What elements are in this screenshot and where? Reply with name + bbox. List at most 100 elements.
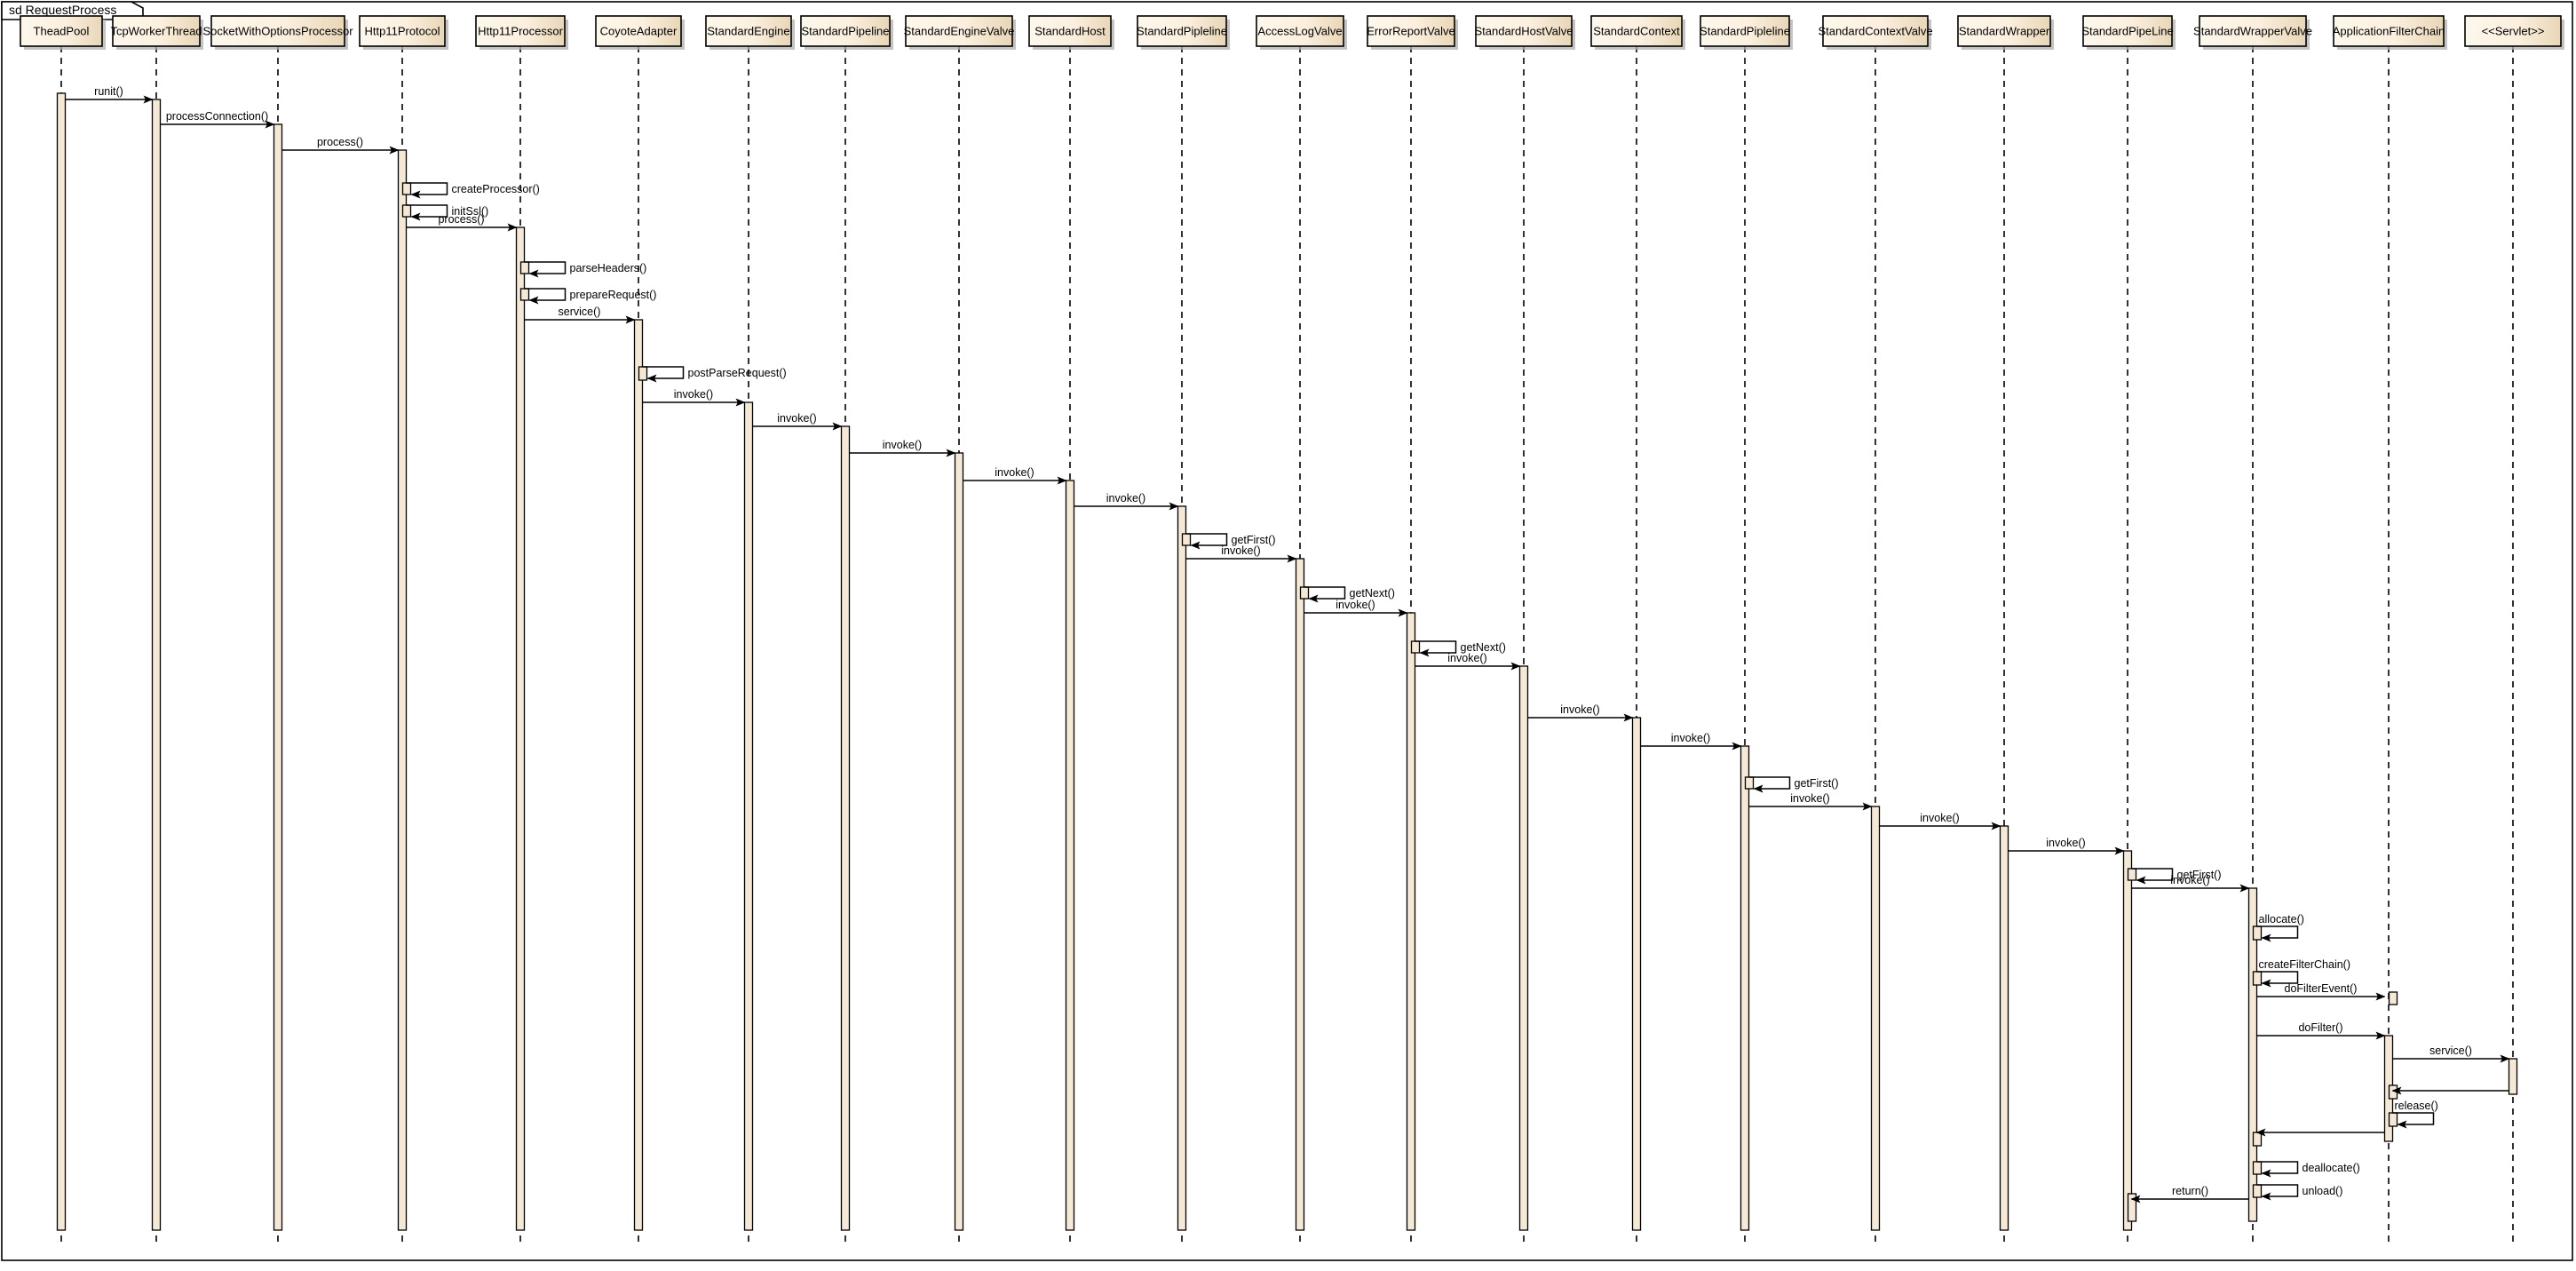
- message-label: process(): [438, 213, 484, 226]
- message-invoke-25: invoke(): [1879, 812, 2001, 830]
- lifeline-box-errorreportvalve[interactable]: [1367, 15, 1455, 47]
- message-label: getNext(): [1350, 587, 1395, 600]
- message-process-5: process(): [406, 213, 518, 232]
- message-label: getFirst(): [1795, 777, 1839, 790]
- lifeline-box-http11processor[interactable]: [475, 15, 566, 47]
- lifeline-label-standardpipleline2: StandardPipleline: [1137, 24, 1227, 37]
- lifeline-box-standardpipeline1[interactable]: [800, 15, 891, 47]
- activation-bar-coyoteadapter: [633, 319, 644, 1231]
- lifeline-box-standardpipleline2[interactable]: [1137, 15, 1227, 47]
- lifeline-box-socketwithoptions[interactable]: [210, 15, 345, 47]
- message-label: invoke(): [2170, 874, 2209, 886]
- activation-bar-applicationfilterchain: [2388, 1112, 2398, 1127]
- self-message-line: [642, 366, 685, 383]
- message-invoke-16: invoke(): [1185, 544, 1297, 563]
- message-invoke-24: invoke(): [1748, 792, 1873, 811]
- message-label: invoke(): [1671, 732, 1710, 744]
- lifeline-label-tcpworkerthread: TcpWorkerThread: [110, 24, 202, 37]
- frame-label: sd RequestProcess: [9, 3, 116, 17]
- message-label: doFilterEvent(): [2285, 982, 2358, 995]
- activation-bar-applicationfilterchain: [2388, 1084, 2398, 1100]
- message-label: getFirst(): [2177, 869, 2222, 881]
- activation-bar-errorreportvalve: [1406, 612, 1416, 1231]
- message-label: service(): [2429, 1045, 2472, 1057]
- lifeline-label-servlet: <<Servlet>>: [2482, 24, 2545, 37]
- message-parseheaders-6: parseHeaders(): [524, 261, 647, 278]
- activation-bar-coyoteadapter: [638, 366, 648, 381]
- activation-bar-standardhost: [1065, 480, 1075, 1231]
- lifeline-label-standardwrappervalve: StandardWrapperValve: [2193, 24, 2312, 37]
- activation-bar-standardpipleline3: [1744, 776, 1755, 790]
- lifeline-label-standardwrapper: StandardWrapper: [1959, 24, 2050, 37]
- activation-bar-standardwrapper: [1999, 825, 2009, 1231]
- lifeline-headers-layer: TheadPool TcpWorkerThread SocketWithOption…: [20, 15, 2564, 50]
- activation-bar-errorreportvalve: [1410, 640, 1421, 654]
- lifeline-box-standardhostvalve[interactable]: [1475, 15, 1573, 47]
- message-createprocessor-3: createProcessor(): [406, 182, 540, 199]
- message-label: doFilter(): [2298, 1021, 2342, 1034]
- activation-bar-http11protocol: [401, 204, 412, 218]
- message-getfirst-15: getFirst(): [1185, 533, 1276, 550]
- activation-bar-standardwrappervalve: [2247, 887, 2258, 1222]
- message-label: invoke(): [777, 412, 816, 425]
- activation-bar-http11protocol: [401, 182, 412, 195]
- activations-layer: [56, 92, 2518, 1231]
- lifeline-box-standardwrappervalve[interactable]: [2199, 15, 2307, 47]
- lifeline-box-standardcontext[interactable]: [1590, 15, 1683, 47]
- lifeline-box-standardcontextvalve[interactable]: [1822, 15, 1929, 47]
- message-label: invoke(): [2046, 837, 2085, 849]
- lifeline-box-standardhost[interactable]: [1028, 15, 1112, 47]
- lifeline-label-http11processor: Http11Processor: [478, 24, 564, 37]
- message-label: unload(): [2303, 1185, 2343, 1197]
- activation-bar-standardpipeline4: [2127, 868, 2137, 881]
- message-invoke-14: invoke(): [1074, 492, 1179, 511]
- self-message-line: [1415, 640, 1457, 657]
- message-label: invoke(): [674, 388, 713, 401]
- lifeline-box-servlet[interactable]: [2464, 15, 2562, 47]
- lifelines-layer: [60, 46, 2514, 1243]
- lifeline-box-threadpool[interactable]: [20, 15, 103, 47]
- messages-layer: runit() processConnection() process() creat…: [65, 85, 2510, 1203]
- message-getnext-17: getNext(): [1304, 586, 1395, 603]
- activation-bar-threadpool: [56, 92, 67, 1231]
- lifeline-box-standardwrapper[interactable]: [1957, 15, 2051, 47]
- lifeline-label-standardenginevalve: StandardEngineValve: [904, 24, 1015, 37]
- lifeline-box-tcpworkerthread[interactable]: [112, 15, 201, 47]
- message-label: release(): [2395, 1100, 2438, 1112]
- lifeline-box-standardpipeline4[interactable]: [2082, 15, 2173, 47]
- frame-tab: [1, 1, 144, 20]
- activation-bar-standardpipleline3: [1740, 745, 1750, 1231]
- activation-bar-standardpipleline2: [1181, 533, 1192, 546]
- activation-bar-standardhostvalve: [1518, 665, 1529, 1231]
- lifeline-label-standardhostvalve: StandardHostValve: [1474, 24, 1573, 37]
- activation-bar-standardpipeline4: [2127, 1193, 2137, 1222]
- lifeline-box-coyoteadapter[interactable]: [595, 15, 682, 47]
- message-label: invoke(): [1790, 792, 1829, 805]
- lifeline-box-applicationfilterchain[interactable]: [2333, 15, 2445, 47]
- message-invoke-26: invoke(): [2008, 837, 2125, 855]
- activation-bar-http11processor: [515, 226, 526, 1231]
- message-runit-0: runit(): [65, 85, 154, 104]
- message-label: parseHeaders(): [570, 262, 647, 274]
- lifeline-box-http11protocol[interactable]: [359, 15, 446, 47]
- lifeline-label-errorreportvalve: ErrorReportValve: [1367, 24, 1454, 37]
- message-label: invoke(): [883, 439, 922, 451]
- message-preparerequest-7: prepareRequest(): [524, 288, 656, 305]
- message-return-39: return(): [2130, 1185, 2249, 1203]
- self-message-line: [406, 182, 448, 199]
- message-service-8: service(): [524, 306, 636, 324]
- lifeline-box-standardenginevalve[interactable]: [905, 15, 1013, 47]
- message-invoke-28: invoke(): [2131, 874, 2250, 893]
- message-invoke-11: invoke(): [752, 412, 843, 431]
- activation-bar-standardwrappervalve: [2252, 971, 2263, 986]
- message-getfirst-27: getFirst(): [2131, 868, 2222, 885]
- lifeline-box-standardengine[interactable]: [705, 15, 792, 47]
- lifeline-box-standardpipleline3[interactable]: [1700, 15, 1790, 47]
- message-initssl-4: initSsl(): [406, 204, 488, 221]
- activation-bar-standardwrappervalve: [2252, 1161, 2263, 1175]
- message-invoke-20: invoke(): [1415, 652, 1521, 671]
- lifeline-label-http11protocol: Http11Protocol: [364, 24, 440, 37]
- lifeline-box-accesslogvalve[interactable]: [1256, 15, 1344, 47]
